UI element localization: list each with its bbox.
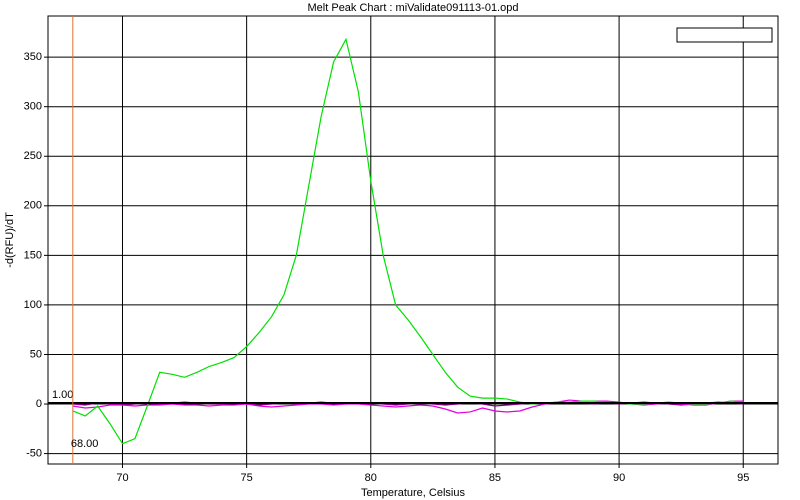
x-tick-label: 75: [241, 472, 253, 484]
threshold-label: 1.00: [52, 389, 73, 401]
y-axis-label: -d(RFU)/dT: [4, 212, 16, 268]
y-tick-label: 250: [24, 150, 42, 162]
y-tick-label: 200: [24, 200, 42, 212]
marker-label: 68.00: [71, 438, 99, 450]
x-tick-label: 95: [737, 472, 749, 484]
y-tick-label: 150: [24, 249, 42, 261]
x-tick-label: 70: [116, 472, 128, 484]
x-tick-label: 90: [613, 472, 625, 484]
chart-title: Melt Peak Chart : miValidate091113-01.op…: [308, 2, 519, 14]
y-tick-label: 100: [24, 299, 42, 311]
y-tick-label: 300: [24, 101, 42, 113]
y-tick-label: 0: [36, 398, 42, 410]
legend-box: [676, 27, 773, 43]
plot-frame: [47, 15, 779, 465]
y-tick-label: 50: [30, 348, 42, 360]
x-tick-label: 85: [489, 472, 501, 484]
x-axis-label: Temperature, Celsius: [361, 487, 465, 499]
y-tick-label: -50: [26, 447, 42, 459]
y-tick-label: 350: [24, 51, 42, 63]
x-tick-label: 80: [365, 472, 377, 484]
